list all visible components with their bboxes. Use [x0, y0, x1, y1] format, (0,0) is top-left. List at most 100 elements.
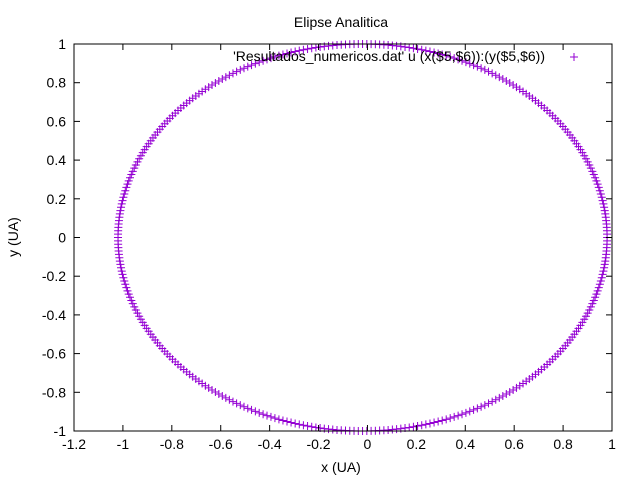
data-point — [603, 236, 612, 245]
data-point — [117, 203, 126, 212]
legend: 'Resultados_numericos.dat' u (x($5,$6)):… — [233, 48, 578, 64]
y-tick-label: -0.8 — [42, 384, 66, 400]
data-point — [417, 421, 426, 430]
data-point — [204, 83, 213, 92]
data-point — [512, 383, 521, 392]
data-point — [259, 56, 268, 65]
data-point — [307, 422, 316, 431]
data-point — [221, 73, 230, 82]
data-point — [502, 76, 511, 85]
data-point — [434, 417, 443, 426]
data-point — [291, 47, 300, 56]
data-point — [122, 283, 131, 292]
data-point — [477, 64, 486, 73]
y-tick-label: -0.6 — [42, 346, 66, 362]
data-point — [282, 49, 291, 58]
data-point — [461, 58, 470, 67]
data-point — [278, 50, 287, 59]
data-point — [595, 280, 604, 289]
data-point — [124, 290, 133, 299]
data-point — [117, 263, 126, 272]
data-point — [282, 417, 291, 426]
data-point — [405, 43, 414, 52]
data-point — [588, 299, 597, 308]
data-point — [295, 420, 304, 429]
axis-ticks: -1.2 -1 -0.8 -0.6 -0.4 -0.2 0 0.2 0.4 0.6 0.8 1-1-0… — [42, 36, 616, 452]
data-point — [434, 49, 443, 58]
data-point — [270, 52, 279, 61]
data-point — [473, 62, 482, 71]
data-point — [488, 69, 497, 78]
data-point — [287, 418, 296, 427]
data-point — [484, 67, 493, 76]
data-point — [208, 385, 217, 394]
data-point — [417, 45, 426, 54]
data-point — [413, 44, 422, 53]
data-point — [118, 196, 127, 205]
data-point — [596, 189, 605, 198]
data-point — [232, 67, 241, 76]
data-point — [442, 415, 451, 424]
data-point — [299, 45, 308, 54]
data-point — [469, 61, 478, 70]
y-tick-label: -0.2 — [42, 268, 66, 284]
chart-title: Elipse Analitica — [294, 14, 388, 30]
data-point — [601, 209, 610, 218]
data-point — [287, 48, 296, 57]
y-tick-label: 0.6 — [47, 113, 67, 129]
data-point — [247, 61, 256, 70]
data-point — [480, 65, 489, 74]
data-point — [495, 393, 504, 402]
data-point — [255, 58, 264, 67]
data-point — [595, 186, 604, 195]
data-point — [123, 286, 132, 295]
data-point — [593, 180, 602, 189]
data-point — [243, 62, 252, 71]
x-tick-label: 0.6 — [504, 436, 524, 452]
data-point — [591, 293, 600, 302]
data-point — [122, 183, 131, 192]
data-point — [240, 402, 249, 411]
data-point — [498, 74, 507, 83]
data-point — [120, 189, 129, 198]
data-point — [278, 416, 287, 425]
data-point — [228, 69, 237, 78]
data-point — [430, 48, 439, 57]
data-point — [274, 51, 283, 60]
data-point — [425, 419, 434, 428]
x-tick-label: -0.2 — [306, 436, 330, 452]
data-point — [454, 55, 463, 64]
data-point — [450, 412, 459, 421]
data-point — [594, 183, 603, 192]
data-point — [495, 73, 504, 82]
data-point — [592, 176, 601, 185]
data-point — [597, 273, 606, 282]
data-point — [469, 405, 478, 414]
data-point — [204, 383, 213, 392]
data-point — [263, 411, 272, 420]
x-tick-label: -1 — [117, 436, 130, 452]
data-point — [274, 415, 283, 424]
data-point — [270, 414, 279, 423]
data-point — [446, 52, 455, 61]
data-point — [594, 283, 603, 292]
data-point — [515, 85, 524, 94]
data-point — [119, 193, 128, 202]
data-point — [211, 388, 220, 397]
data-point — [488, 397, 497, 406]
data-point — [121, 280, 130, 289]
data-point — [121, 186, 130, 195]
data-point — [118, 270, 127, 279]
data-point — [125, 293, 134, 302]
data-point — [116, 206, 125, 215]
data-point — [247, 405, 256, 414]
data-point — [307, 44, 316, 53]
data-point — [413, 422, 422, 431]
data-point — [128, 167, 137, 176]
data-point — [438, 50, 447, 59]
data-point — [421, 420, 430, 429]
data-point — [236, 401, 245, 410]
data-point — [461, 408, 470, 417]
legend-label: 'Resultados_numericos.dat' u (x($5,$6)):… — [233, 48, 545, 64]
